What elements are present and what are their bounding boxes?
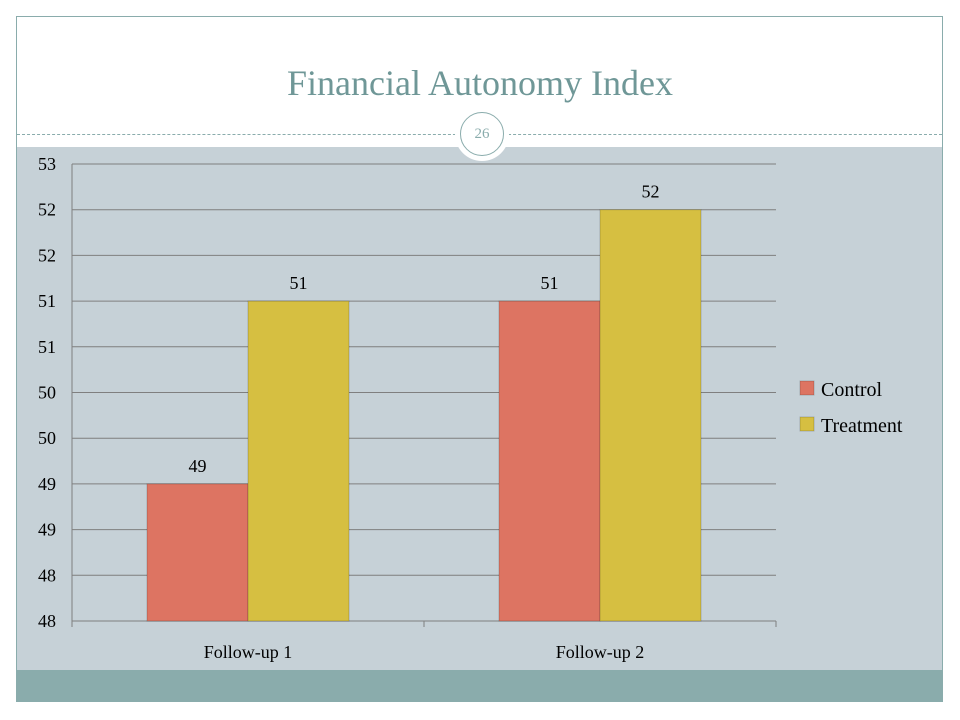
legend-swatch-treatment — [799, 416, 815, 432]
y-tick-label: 51 — [38, 337, 56, 357]
x-tick-label: Follow-up 2 — [556, 642, 645, 662]
page-number: 26 — [460, 112, 504, 156]
legend-label-treatment: Treatment — [821, 415, 903, 437]
data-label: 51 — [541, 273, 559, 293]
y-tick-label: 49 — [38, 520, 56, 540]
bar-treatment-2 — [599, 209, 702, 622]
y-tick-label: 52 — [38, 245, 56, 265]
data-label: 52 — [642, 182, 660, 202]
y-tick-label: 50 — [38, 428, 56, 448]
y-tick-label: 48 — [38, 565, 56, 585]
y-tick-label: 53 — [38, 154, 56, 174]
y-tick-label: 51 — [38, 291, 56, 311]
legend-swatch-control — [799, 380, 815, 396]
y-tick-label: 50 — [38, 383, 56, 403]
legend-label-control: Control — [821, 379, 883, 401]
bar-control-2 — [498, 300, 601, 622]
x-tick-label: Follow-up 1 — [204, 642, 293, 662]
data-label: 49 — [189, 456, 207, 476]
slide-title: Financial Autonomy Index — [287, 63, 673, 103]
y-tick-label: 49 — [38, 474, 56, 494]
bar-control-1 — [146, 483, 249, 622]
footer-band — [17, 670, 942, 701]
y-tick-label: 48 — [38, 611, 56, 631]
bar-treatment-1 — [247, 300, 350, 622]
y-tick-label: 52 — [38, 200, 56, 220]
data-label: 51 — [290, 273, 308, 293]
